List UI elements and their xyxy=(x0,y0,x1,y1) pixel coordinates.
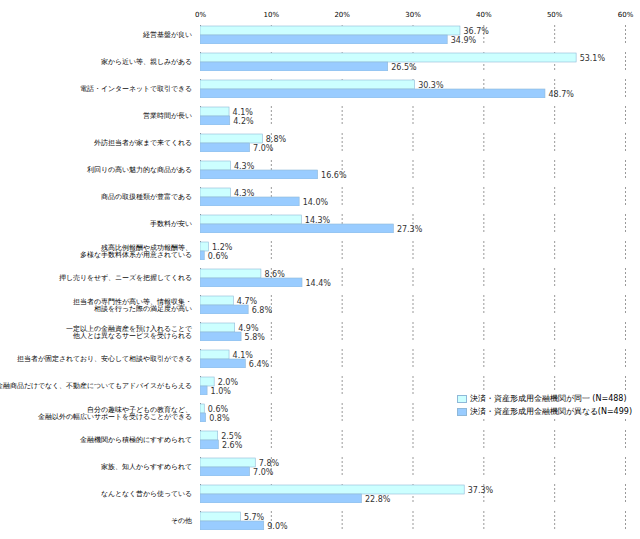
svg-text:8.6%: 8.6% xyxy=(264,270,285,279)
svg-text:手数料が安い: 手数料が安い xyxy=(150,220,192,228)
svg-text:金融機関から積極的にすすめられて: 金融機関から積極的にすすめられて xyxy=(80,436,192,444)
svg-text:0.6%: 0.6% xyxy=(208,252,229,261)
svg-text:外訪担当者が家まで来てくれる: 外訪担当者が家まで来てくれる xyxy=(94,139,192,147)
svg-text:家族、知人からすすめられて: 家族、知人からすすめられて xyxy=(101,463,192,471)
svg-text:0.6%: 0.6% xyxy=(208,405,229,414)
svg-text:53.1%: 53.1% xyxy=(580,54,606,63)
html-text:決済・資産形成用金融機関が同一 (N=488): 決済・資産形成用金融機関が同一 (N=488) xyxy=(469,394,627,403)
svg-text:37.3%: 37.3% xyxy=(468,486,494,495)
svg-text:4.1%: 4.1% xyxy=(233,351,254,360)
svg-text:2.5%: 2.5% xyxy=(221,432,242,441)
svg-text:押し売りをせず、ニーズを把握してくれる: 押し売りをせず、ニーズを把握してくれる xyxy=(59,274,192,282)
svg-text:4.3%: 4.3% xyxy=(234,162,255,171)
svg-text:6.8%: 6.8% xyxy=(252,306,273,315)
svg-text:担当者が固定されており、安心して相談や取引ができる: 担当者が固定されており、安心して相談や取引ができる xyxy=(17,355,192,363)
svg-text:0.8%: 0.8% xyxy=(209,414,230,423)
svg-text:14.3%: 14.3% xyxy=(305,216,331,225)
svg-text:40%: 40% xyxy=(476,11,492,19)
svg-text:0%: 0% xyxy=(195,11,206,19)
svg-text:22.8%: 22.8% xyxy=(365,495,391,504)
svg-text:7.8%: 7.8% xyxy=(259,459,280,468)
svg-text:4.2%: 4.2% xyxy=(233,117,254,126)
svg-text:5.7%: 5.7% xyxy=(244,513,265,522)
svg-text:14.0%: 14.0% xyxy=(303,198,329,207)
svg-text:2.0%: 2.0% xyxy=(218,378,239,387)
svg-text:60%: 60% xyxy=(618,11,634,19)
svg-text:30%: 30% xyxy=(405,11,421,19)
svg-text:50%: 50% xyxy=(547,11,563,19)
html-text:決済・資産形成用金融機関が異なる(N=499): 決済・資産形成用金融機関が異なる(N=499) xyxy=(469,407,632,416)
svg-text:26.5%: 26.5% xyxy=(391,63,417,72)
svg-text:30.3%: 30.3% xyxy=(418,81,444,90)
svg-text:16.6%: 16.6% xyxy=(321,171,347,180)
svg-text:利回りの高い魅力的な商品がある: 利回りの高い魅力的な商品がある xyxy=(87,166,192,174)
svg-text:48.7%: 48.7% xyxy=(548,90,574,99)
svg-text:7.0%: 7.0% xyxy=(253,468,274,477)
svg-text:営業時間が長い: 営業時間が長い xyxy=(143,112,192,120)
svg-text:残高比例報酬や成功報酬等、多様な手数料体系が用意されている: 残高比例報酬や成功報酬等、多様な手数料体系が用意されている xyxy=(80,244,192,259)
svg-text:14.4%: 14.4% xyxy=(306,279,332,288)
svg-text:その他: その他 xyxy=(171,517,192,525)
svg-text:9.0%: 9.0% xyxy=(267,522,288,531)
svg-text:34.9%: 34.9% xyxy=(451,36,477,45)
svg-text:電話・インターネットで取引できる: 電話・インターネットで取引できる xyxy=(80,85,192,93)
svg-text:6.4%: 6.4% xyxy=(249,360,270,369)
svg-text:4.3%: 4.3% xyxy=(234,189,255,198)
svg-text:一定以上の金融資産を預け入れることで他人とは異なるサービスを: 一定以上の金融資産を預け入れることで他人とは異なるサービスを受けられる xyxy=(66,325,193,340)
svg-text:27.3%: 27.3% xyxy=(397,225,423,234)
svg-text:商品の取扱種類が豊富である: 商品の取扱種類が豊富である xyxy=(101,193,192,201)
svg-text:自分の趣味や子どもの教育など、金融以外の幅広いサポートを受け: 自分の趣味や子どもの教育など、金融以外の幅広いサポートを受けることができる xyxy=(38,405,192,421)
svg-text:10%: 10% xyxy=(264,11,280,19)
svg-text:8.8%: 8.8% xyxy=(266,135,287,144)
svg-text:家から近い等、親しみがある: 家から近い等、親しみがある xyxy=(101,58,192,66)
svg-text:4.9%: 4.9% xyxy=(238,324,259,333)
svg-text:36.7%: 36.7% xyxy=(463,27,489,36)
svg-text:なんとなく昔から使っている: なんとなく昔から使っている xyxy=(101,490,192,498)
svg-text:4.1%: 4.1% xyxy=(233,108,254,117)
svg-text:7.0%: 7.0% xyxy=(253,144,274,153)
svg-text:2.6%: 2.6% xyxy=(222,441,243,450)
svg-text:5.8%: 5.8% xyxy=(245,333,266,342)
svg-text:担当者の専門性が高い等、情報収集・相談を行った際の満足度が高: 担当者の専門性が高い等、情報収集・相談を行った際の満足度が高い xyxy=(73,298,192,313)
svg-text:1.0%: 1.0% xyxy=(211,387,232,396)
svg-text:20%: 20% xyxy=(334,11,350,19)
svg-text:経営基盤が良い: 経営基盤が良い xyxy=(142,31,192,39)
svg-text:金融商品だけでなく、不動産についてもアドバイスがもらえる: 金融商品だけでなく、不動産についてもアドバイスがもらえる xyxy=(0,382,192,390)
svg-text:1.2%: 1.2% xyxy=(212,243,233,252)
svg-text:4.7%: 4.7% xyxy=(237,297,258,306)
